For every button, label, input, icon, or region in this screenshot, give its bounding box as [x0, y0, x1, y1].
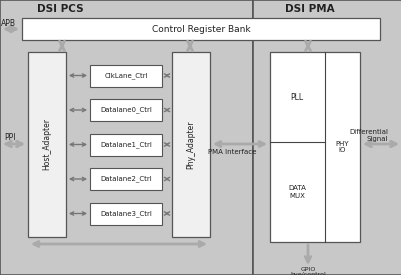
Bar [90, 99, 162, 121]
Bar [269, 52, 359, 242]
Text: PPI: PPI [4, 133, 16, 142]
Text: APB: APB [0, 20, 16, 29]
Text: PMA Interface: PMA Interface [207, 149, 255, 155]
Text: GPIO
bye/control: GPIO bye/control [290, 266, 325, 275]
Bar [90, 65, 162, 87]
Text: PLL: PLL [290, 92, 303, 101]
Bar [0, 0, 252, 275]
Text: Control Register Bank: Control Register Bank [151, 24, 250, 34]
Text: Datalane0_Ctrl: Datalane0_Ctrl [100, 107, 152, 113]
Text: Phy_Adapter: Phy_Adapter [186, 120, 195, 169]
Text: DSI PMA: DSI PMA [284, 4, 334, 14]
Bar [90, 133, 162, 155]
Bar [90, 202, 162, 224]
Text: Datalane3_Ctrl: Datalane3_Ctrl [100, 210, 152, 217]
Text: Datalane1_Ctrl: Datalane1_Ctrl [100, 141, 152, 148]
Text: Host_Adapter: Host_Adapter [43, 119, 51, 170]
Bar [252, 0, 401, 275]
Text: DSI PCS: DSI PCS [36, 4, 83, 14]
Bar [90, 168, 162, 190]
Text: DATA
MUX: DATA MUX [288, 186, 305, 199]
Bar [22, 18, 379, 40]
Text: Differential
Signal: Differential Signal [348, 130, 387, 142]
Bar [28, 52, 66, 237]
Bar [172, 52, 209, 237]
Text: PHY
IO: PHY IO [334, 141, 348, 153]
Text: Datalane2_Ctrl: Datalane2_Ctrl [100, 176, 152, 182]
Text: ClkLane_Ctrl: ClkLane_Ctrl [104, 72, 148, 79]
